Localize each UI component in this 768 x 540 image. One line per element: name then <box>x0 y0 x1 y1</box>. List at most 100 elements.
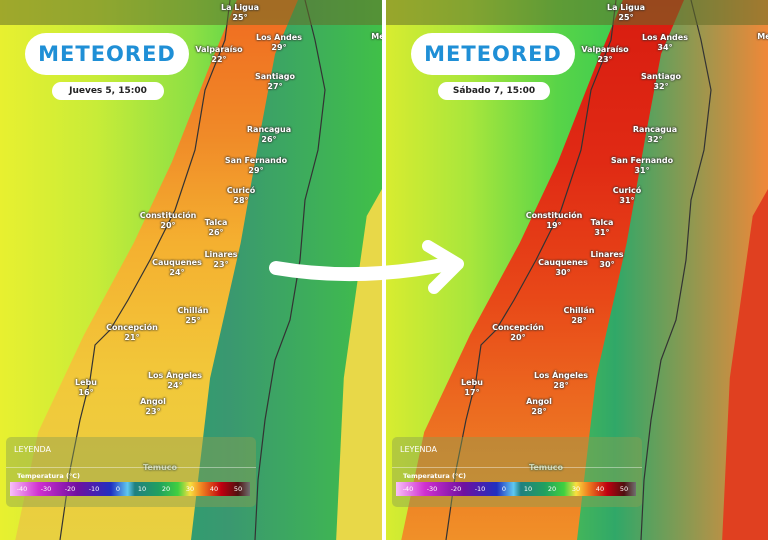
city-name: San Fernando <box>610 156 674 165</box>
scale-tick: 10 <box>523 485 533 493</box>
city-label: Cauquenes 24° <box>152 258 202 278</box>
city-name: Los Ángeles <box>147 371 203 380</box>
meteored-logo: METEORED <box>411 33 575 75</box>
city-label: Los Andes 29° <box>256 33 302 53</box>
city-label: Los Andes 34° <box>642 33 688 53</box>
city-name: Los Andes <box>642 33 688 42</box>
city-name: Constitución <box>139 211 197 220</box>
city-temperature: 31° <box>594 228 610 237</box>
city-temperature: 26° <box>261 135 277 144</box>
scale-tick: -30 <box>40 485 52 493</box>
city-name: Temuco <box>528 463 564 472</box>
city-temperature: 29° <box>248 166 264 175</box>
city-name: Temuco <box>142 463 178 472</box>
city-name: Los Ángeles <box>533 371 589 380</box>
city-name: Valparaíso <box>581 45 629 54</box>
scale-tick: 0 <box>501 485 507 493</box>
city-label: San Fernando 31° <box>611 156 673 176</box>
top-band <box>386 0 768 25</box>
city-name: Concepción <box>106 323 158 332</box>
scale-tick: -10 <box>474 485 486 493</box>
city-name: Angol <box>526 397 552 406</box>
city-name: Cauquenes <box>152 258 202 267</box>
legend: LEYENDA Temperatura (°C) -40 -30 -20 -10 0 10… <box>6 437 256 507</box>
city-temperature: 28° <box>531 407 547 416</box>
city-name: Chillán <box>563 306 595 315</box>
city-temperature: 30° <box>555 268 571 277</box>
scale-tick: -30 <box>426 485 438 493</box>
city-name: Me <box>371 32 382 41</box>
meteored-logo: METEORED <box>25 33 189 75</box>
scale-tick: 10 <box>137 485 147 493</box>
city-name: Cauquenes <box>538 258 588 267</box>
city-label: Valparaíso 23° <box>581 45 628 65</box>
legend-subtitle: Temperatura (°C) <box>403 472 466 480</box>
city-temperature: 21° <box>124 333 140 342</box>
city-name: Lebu <box>75 378 97 387</box>
city-label: Santiago 32° <box>641 72 681 92</box>
city-label: Los Ángeles 28° <box>534 371 588 391</box>
city-label: Rancagua 32° <box>633 125 677 145</box>
city-temperature: 29° <box>271 43 287 52</box>
city-label: Temuco <box>529 463 563 473</box>
city-label: Curicó 31° <box>613 186 642 206</box>
city-temperature: 32° <box>647 135 663 144</box>
scale-tick: -10 <box>88 485 100 493</box>
city-temperature: 25° <box>232 13 248 22</box>
city-temperature: 31° <box>619 196 635 205</box>
city-name: Valparaíso <box>195 45 243 54</box>
city-label: Chillán 28° <box>564 306 595 326</box>
city-name: Concepción <box>492 323 544 332</box>
city-temperature: 17° <box>464 388 480 397</box>
city-label: Rancagua 26° <box>247 125 291 145</box>
city-label: Los Ángeles 24° <box>148 371 202 391</box>
city-temperature: 25° <box>618 13 634 22</box>
scale-tick: 20 <box>161 485 171 493</box>
city-temperature: 20° <box>160 221 176 230</box>
city-name: La Ligua <box>607 3 645 12</box>
city-name: Constitución <box>525 211 583 220</box>
city-temperature: 16° <box>78 388 94 397</box>
city-name: La Ligua <box>221 3 259 12</box>
city-label: Santiago 27° <box>255 72 295 92</box>
scale-tick: 0 <box>115 485 121 493</box>
city-name: San Fernando <box>224 156 288 165</box>
city-name: Santiago <box>640 72 682 81</box>
city-temperature: 23° <box>145 407 161 416</box>
city-label: Concepción 20° <box>492 323 544 343</box>
city-name: Me <box>757 32 768 41</box>
legend-divider <box>392 467 642 468</box>
city-name: Santiago <box>254 72 296 81</box>
city-label: Valparaíso 22° <box>195 45 242 65</box>
city-label: Constitución 20° <box>140 211 197 231</box>
city-name: Lebu <box>461 378 483 387</box>
city-temperature: 30° <box>599 260 615 269</box>
city-temperature: 22° <box>211 55 227 64</box>
city-temperature: 24° <box>167 381 183 390</box>
curved-arrow-icon <box>269 240 464 294</box>
legend: LEYENDA Temperatura (°C) -40 -30 -20 -10 0 10… <box>392 437 642 507</box>
city-temperature: 23° <box>213 260 229 269</box>
city-name: Rancagua <box>246 125 292 134</box>
city-name: Linares <box>204 250 238 259</box>
scale-tick: 50 <box>619 485 629 493</box>
city-temperature: 32° <box>653 82 669 91</box>
scale-tick: 20 <box>547 485 557 493</box>
city-label: Cauquenes 30° <box>538 258 588 278</box>
city-name: Curicó <box>612 186 642 195</box>
city-temperature: 34° <box>657 43 673 52</box>
temperature-scale: -40 -30 -20 -10 0 10 20 30 40 50 <box>10 482 250 496</box>
city-label: Talca 31° <box>591 218 614 238</box>
city-temperature: 31° <box>634 166 650 175</box>
city-name: Rancagua <box>632 125 678 134</box>
city-temperature: 25° <box>185 316 201 325</box>
scale-tick: -20 <box>64 485 76 493</box>
temperature-scale: -40 -30 -20 -10 0 10 20 30 40 50 <box>396 482 636 496</box>
city-label: Lebu 16° <box>75 378 97 398</box>
city-name: Talca <box>590 218 614 227</box>
city-temperature: 23° <box>597 55 613 64</box>
city-name: Angol <box>140 397 166 406</box>
scale-tick: -40 <box>402 485 414 493</box>
date-badge: Sábado 7, 15:00 <box>438 82 550 100</box>
city-label: Chillán 25° <box>178 306 209 326</box>
